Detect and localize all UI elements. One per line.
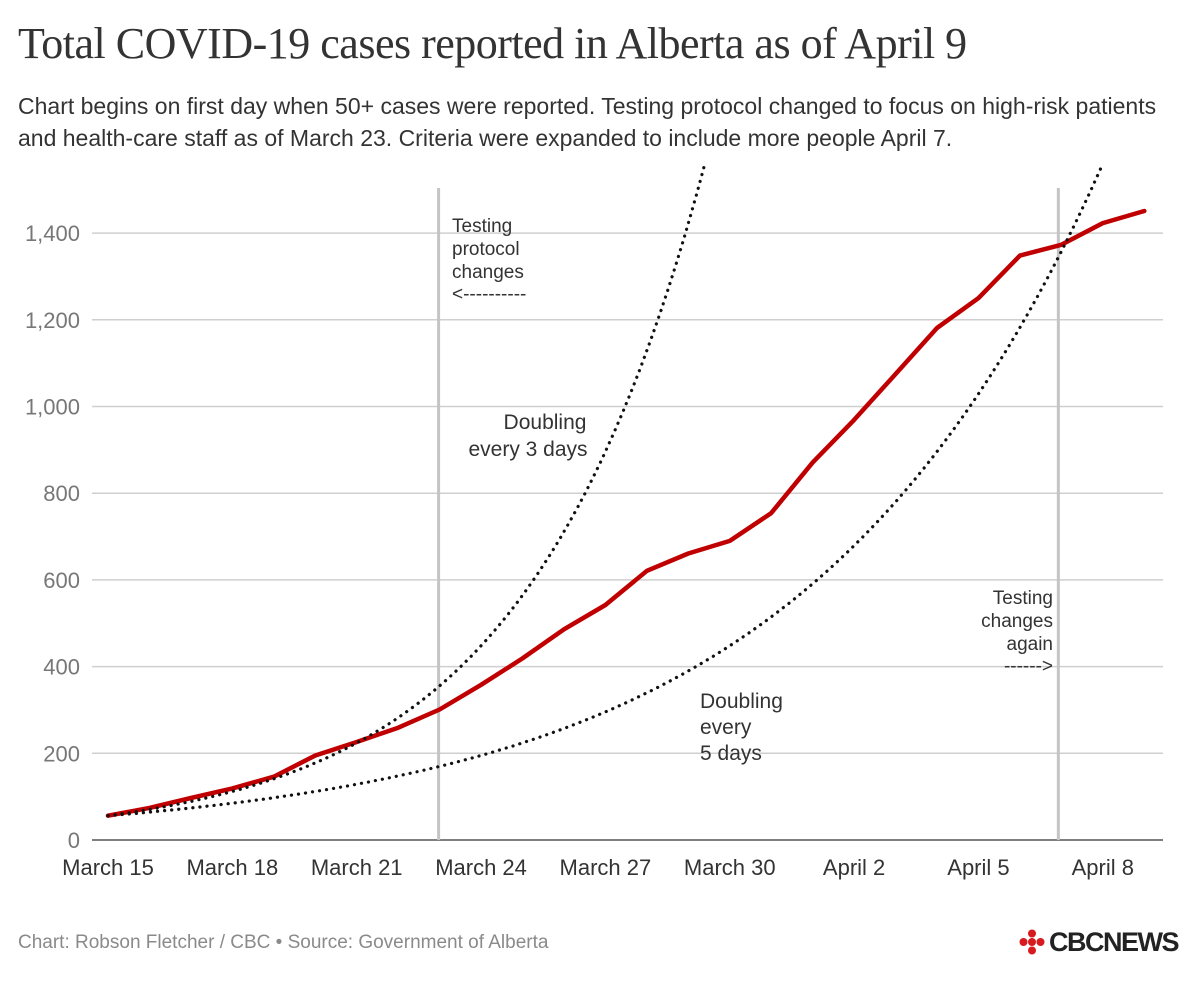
- annotation-testing1-arrow: <----------: [452, 284, 526, 305]
- annotation-doubling5-line1: Doubling: [700, 690, 783, 713]
- doubling-3-days-line: [106, 165, 707, 818]
- y-tick-label: 400: [43, 655, 80, 680]
- source-credit: Chart: Robson Fletcher / CBC • Source: G…: [18, 932, 549, 953]
- y-tick-label: 1,400: [25, 221, 80, 246]
- annotation-doubling3-line2: every 3 days: [468, 438, 587, 461]
- cbc-gem-icon: [1019, 929, 1045, 955]
- y-tick-label: 600: [43, 568, 80, 593]
- chart-title: Total COVID-19 cases reported in Alberta…: [18, 19, 967, 68]
- annotation-testing2-line1: Testing: [993, 588, 1053, 609]
- gridlines: [92, 232, 1163, 841]
- y-tick-label: 1,200: [25, 308, 80, 333]
- annotation-testing2-line2: changes: [981, 611, 1053, 632]
- x-tick-label: March 24: [435, 855, 527, 880]
- chart-subtitle: Chart begins on first day when 50+ cases…: [18, 93, 1157, 151]
- x-tick-label: March 27: [560, 855, 652, 880]
- annotation-doubling5-line2: every: [700, 716, 752, 739]
- annotation-testing-again: Testing changes again ------>: [981, 588, 1053, 677]
- x-tick-label: March 15: [62, 855, 154, 880]
- y-tick-label: 0: [68, 828, 80, 853]
- annotation-testing1-line3: changes: [452, 262, 524, 283]
- x-tick-label: April 8: [1072, 855, 1134, 880]
- y-axis-ticks: 0 200 400 600 800 1,000 1,200 1,400: [25, 221, 80, 853]
- annotation-testing2-arrow: ------>: [1004, 656, 1053, 677]
- cbc-news-wordmark: CBCNEWS: [1049, 926, 1180, 957]
- annotation-doubling5-line3: 5 days: [700, 742, 762, 765]
- y-tick-label: 200: [43, 741, 80, 766]
- annotation-doubling3-line1: Doubling: [504, 411, 587, 434]
- series-lines: [105, 165, 1147, 818]
- x-tick-label: April 5: [947, 855, 1009, 880]
- y-tick-label: 800: [43, 481, 80, 506]
- doubling-5-days-line: [106, 165, 1104, 818]
- x-axis-ticks: March 15 March 18 March 21 March 24 March 27…: [62, 855, 1134, 880]
- x-tick-label: March 18: [186, 855, 278, 880]
- annotation-testing-protocol: Testing protocol changes <----------: [452, 216, 526, 305]
- annotation-doubling-3: Doubling every 3 days: [468, 411, 587, 461]
- annotation-doubling-5: Doubling every 5 days: [700, 690, 783, 765]
- annotation-testing1-line2: protocol: [452, 239, 520, 260]
- x-tick-label: April 2: [823, 855, 885, 880]
- total-cases-line: [105, 208, 1147, 818]
- y-tick-label: 1,000: [25, 395, 80, 420]
- annotation-testing2-line3: again: [1007, 634, 1054, 655]
- x-tick-label: March 21: [311, 855, 403, 880]
- cbc-news-logo: CBCNEWS: [1019, 926, 1180, 957]
- vertical-markers: [437, 188, 1060, 840]
- annotation-testing1-line1: Testing: [452, 216, 512, 237]
- x-tick-label: March 30: [684, 855, 776, 880]
